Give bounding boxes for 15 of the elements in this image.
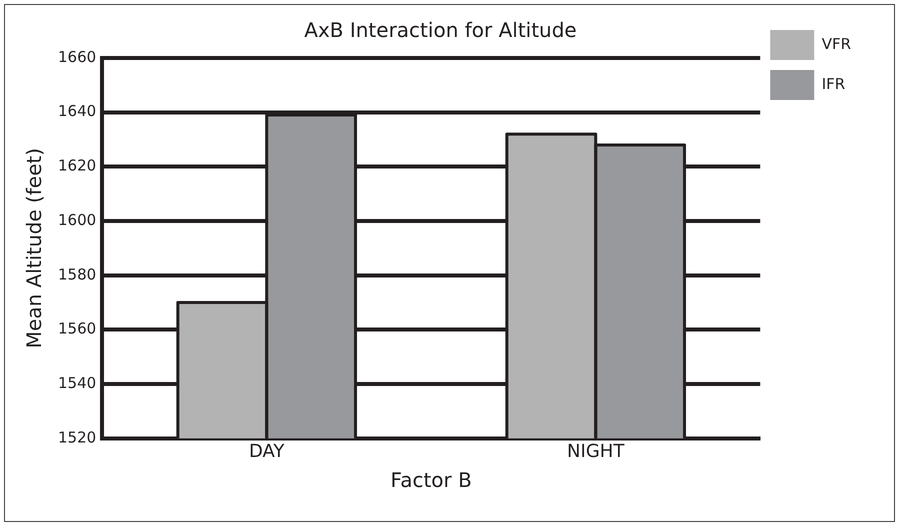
- y-tick-label: 1640: [58, 102, 96, 120]
- y-tick-label: 1600: [58, 210, 96, 229]
- y-tick-label: 1620: [58, 156, 96, 175]
- y-tick-label: 1660: [58, 48, 96, 66]
- y-tick-label: 1560: [58, 320, 96, 338]
- y-tick-label: 1540: [58, 374, 96, 392]
- chart-title: AxB Interaction for Altitude: [304, 18, 577, 42]
- y-tick-label: 1520: [58, 428, 96, 446]
- x-axis-title: Factor B: [390, 468, 472, 492]
- x-tick-label: DAY: [248, 440, 286, 462]
- y-tick-label: 1580: [58, 265, 96, 284]
- legend-label: IFR: [822, 74, 846, 93]
- y-axis-title: Mean Altitude (feet): [22, 148, 46, 348]
- legend-label: VFR: [822, 34, 851, 53]
- x-tick-label: NIGHT: [567, 440, 626, 462]
